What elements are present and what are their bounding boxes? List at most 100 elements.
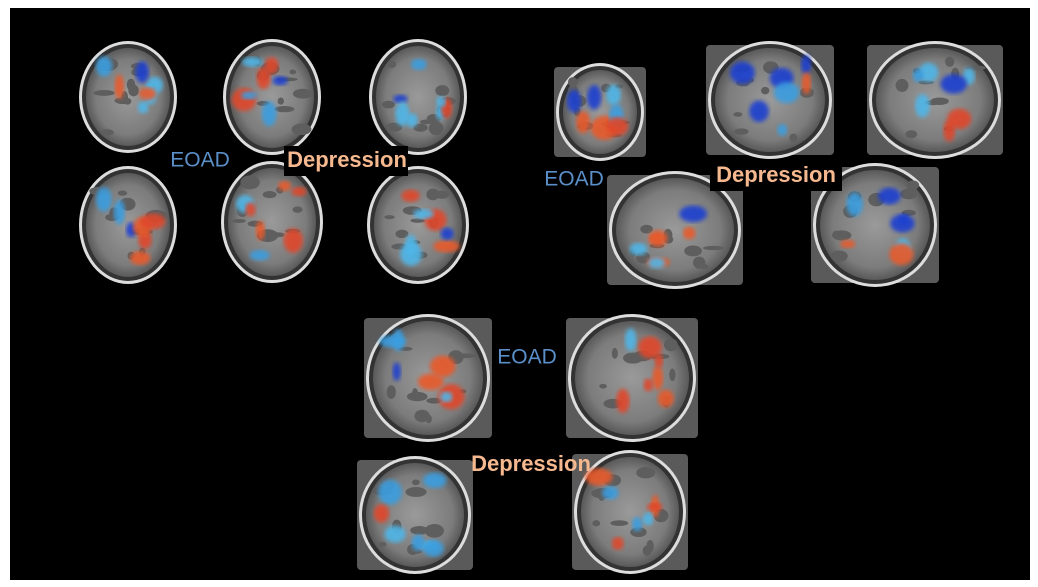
activation-blob [777, 124, 787, 136]
sulcus [833, 231, 841, 238]
sulcus [636, 467, 655, 478]
activation-blob [284, 228, 303, 252]
activation-blob [423, 473, 446, 488]
activation-blob [607, 117, 629, 136]
sulcus [906, 180, 919, 189]
sulcus [93, 90, 114, 96]
activation-blob [393, 95, 407, 103]
activation-blob [643, 513, 654, 526]
sulcus [789, 133, 797, 142]
activation-blob [411, 59, 427, 70]
sulcus [838, 252, 848, 260]
sulcus [263, 191, 277, 198]
activation-blob [878, 188, 901, 205]
sulcus [395, 230, 408, 239]
sulcus [115, 97, 132, 104]
sulcus [378, 542, 386, 547]
sulcus [387, 61, 396, 68]
activation-blob [440, 392, 452, 403]
activation-blob [242, 57, 262, 67]
activation-blob [140, 213, 165, 229]
sulcus [387, 385, 396, 399]
group-label: EOAD [544, 168, 604, 191]
activation-blob [441, 228, 454, 240]
activation-blob [749, 101, 769, 123]
activation-blob [433, 240, 460, 252]
sulcus [684, 245, 702, 256]
page: EOAD Depression EOAD Depression EOAD Dep… [0, 0, 1038, 587]
activation-blob [650, 234, 661, 242]
activation-blob [96, 187, 112, 212]
activation-blob [587, 85, 601, 110]
activation-blob [655, 354, 663, 368]
activation-blob [612, 537, 624, 550]
sulcus [733, 112, 742, 117]
sulcus [274, 106, 294, 112]
sulcus [278, 98, 284, 105]
brain-slice [369, 39, 467, 155]
activation-blob [658, 390, 674, 408]
sulcus [410, 526, 428, 535]
activation-blob [393, 362, 401, 380]
activation-blob [889, 243, 913, 265]
sulcus [435, 85, 449, 96]
activation-blob [436, 96, 446, 107]
activation-blob [130, 251, 150, 265]
brain-slice [566, 314, 698, 442]
activation-blob [602, 486, 618, 499]
figure: EOAD Depression EOAD Depression EOAD Dep… [0, 0, 1038, 587]
brain-slice [79, 166, 177, 284]
activation-blob [273, 76, 288, 85]
activation-blob [644, 378, 653, 391]
activation-blob [262, 101, 277, 126]
activation-blob [257, 67, 271, 89]
sulcus [293, 89, 313, 99]
contrast-label: Depression [471, 451, 591, 476]
activation-blob [616, 389, 629, 413]
activation-blob [245, 202, 255, 216]
brain-slice [706, 41, 834, 159]
activation-blob [374, 504, 389, 522]
activation-blob [423, 540, 443, 557]
sulcus [240, 175, 259, 189]
sulcus [384, 215, 395, 219]
activation-blob [940, 74, 967, 93]
activation-blob [943, 120, 955, 142]
activation-blob [138, 101, 149, 113]
activation-blob [292, 187, 307, 196]
sulcus [669, 369, 675, 382]
activation-blob [679, 206, 707, 223]
activation-blob [256, 221, 265, 240]
activation-blob [378, 480, 402, 505]
activation-blob [915, 94, 930, 118]
activation-blob [139, 87, 156, 100]
activation-blob [406, 113, 418, 127]
activation-blob [412, 535, 425, 551]
sulcus [568, 77, 578, 87]
sulcus [931, 97, 949, 105]
brain-slice [554, 63, 646, 161]
activation-blob [801, 55, 811, 74]
activation-blob [683, 227, 696, 239]
sulcus [101, 129, 114, 135]
sulcus [643, 545, 652, 555]
brain-slice [79, 41, 177, 153]
sulcus [640, 225, 653, 234]
brain-slice [357, 456, 473, 574]
sulcus [426, 189, 439, 201]
activation-blob [115, 75, 125, 100]
sulcus [382, 101, 395, 109]
activation-blob [241, 91, 257, 99]
activation-blob [647, 503, 663, 511]
activation-blob [625, 328, 636, 351]
sulcus [612, 348, 618, 359]
sulcus [410, 219, 425, 223]
sulcus [599, 384, 607, 389]
sulcus [414, 410, 429, 422]
activation-blob [774, 82, 799, 103]
activation-blob [405, 235, 416, 257]
contrast-label: Depression [287, 147, 407, 172]
activation-blob [840, 240, 855, 248]
sulcus [290, 70, 297, 75]
activation-blob [136, 61, 149, 83]
